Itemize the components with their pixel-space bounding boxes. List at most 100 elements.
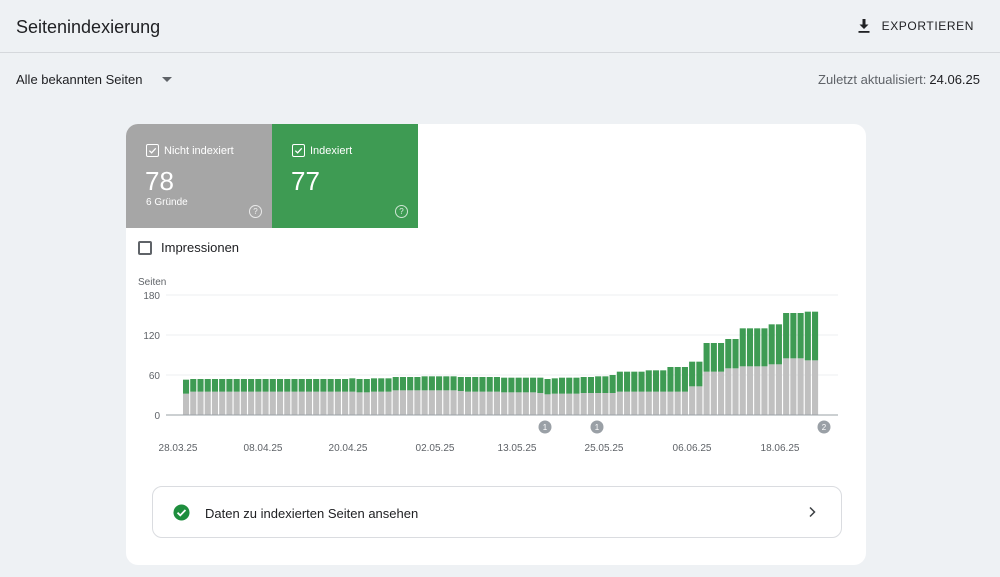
- bar-indexed: [638, 371, 645, 392]
- bar-not-indexed: [450, 390, 457, 415]
- checkbox-checked-icon[interactable]: [146, 144, 159, 157]
- bar-indexed: [428, 376, 435, 391]
- bar-not-indexed: [428, 390, 435, 415]
- bar-not-indexed: [370, 391, 378, 415]
- help-icon[interactable]: ?: [249, 205, 262, 218]
- bar-indexed: [652, 370, 660, 392]
- bar-not-indexed: [269, 391, 276, 415]
- bar-not-indexed: [609, 393, 616, 415]
- impressions-checkbox[interactable]: [138, 240, 152, 255]
- bar-indexed: [334, 379, 341, 392]
- bar-not-indexed: [262, 391, 269, 415]
- help-icon[interactable]: ?: [395, 205, 408, 218]
- bar-not-indexed: [515, 392, 522, 415]
- bar-indexed: [602, 376, 609, 393]
- page-title: Seitenindexierung: [16, 17, 161, 37]
- tile-indexed-value: 77: [291, 166, 320, 196]
- x-tick-label: 20.04.25: [329, 443, 368, 454]
- bar-not-indexed: [407, 390, 414, 415]
- impressions-toggle[interactable]: Impressionen: [138, 240, 239, 255]
- bar-not-indexed: [356, 392, 363, 415]
- tile-indexed[interactable]: Indexiert 77 ?: [272, 124, 418, 228]
- checkbox-checked-icon[interactable]: [292, 144, 305, 157]
- indexing-card: Nicht indexiert 78 6 Gründe ? Indexiert …: [126, 124, 866, 565]
- bar-indexed: [718, 343, 725, 372]
- bar-indexed: [204, 379, 211, 392]
- bar-indexed: [544, 379, 551, 395]
- bar-indexed: [262, 379, 269, 392]
- bar-indexed: [515, 377, 522, 393]
- bar-not-indexed: [558, 393, 566, 415]
- bar-indexed: [183, 379, 190, 394]
- bar-indexed: [710, 343, 717, 372]
- bar-indexed: [725, 339, 732, 369]
- bar-not-indexed: [327, 391, 334, 415]
- bar-not-indexed: [573, 393, 580, 415]
- page-filter-dropdown[interactable]: Alle bekannten Seiten: [16, 72, 173, 87]
- bar-not-indexed: [660, 391, 667, 415]
- bar-not-indexed: [183, 393, 190, 415]
- bar-indexed: [349, 378, 356, 392]
- bar-not-indexed: [464, 391, 472, 415]
- bar-not-indexed: [255, 391, 262, 415]
- bar-indexed: [580, 377, 587, 393]
- check-circle-icon: [173, 504, 190, 521]
- bar-not-indexed: [696, 386, 703, 415]
- view-indexed-pages-link[interactable]: Daten zu indexierten Seiten ansehen: [152, 486, 842, 538]
- bar-indexed: [421, 376, 428, 391]
- bar-not-indexed: [233, 391, 240, 415]
- y-tick-label: 60: [149, 371, 161, 382]
- bar-indexed: [681, 367, 688, 392]
- bar-not-indexed: [754, 366, 761, 415]
- bar-not-indexed: [804, 360, 811, 415]
- bar-indexed: [363, 379, 370, 393]
- tile-not-indexed-header: Nicht indexiert: [146, 144, 234, 157]
- bar-indexed: [558, 377, 566, 394]
- bar-indexed: [457, 377, 464, 391]
- bar-not-indexed: [349, 391, 356, 415]
- bar-indexed: [667, 367, 674, 392]
- bar-indexed: [450, 376, 457, 391]
- bar-not-indexed: [681, 391, 688, 415]
- bar-not-indexed: [320, 391, 327, 415]
- bar-not-indexed: [718, 371, 725, 415]
- export-button[interactable]: EXPORTIEREN: [856, 14, 974, 38]
- bar-not-indexed: [284, 391, 291, 415]
- bar-not-indexed: [537, 393, 544, 415]
- bar-not-indexed: [624, 391, 631, 415]
- bar-not-indexed: [486, 391, 493, 415]
- bar-not-indexed: [725, 368, 732, 415]
- bar-indexed: [370, 378, 378, 392]
- bar-indexed: [356, 379, 363, 393]
- bar-indexed: [812, 311, 819, 361]
- bar-indexed: [472, 377, 479, 392]
- bar-indexed: [320, 379, 327, 392]
- bar-not-indexed: [385, 391, 392, 415]
- bar-indexed: [761, 328, 768, 367]
- bar-not-indexed: [667, 391, 674, 415]
- bar-not-indexed: [746, 366, 754, 415]
- bar-indexed: [696, 361, 703, 387]
- bar-indexed: [269, 379, 276, 392]
- bar-indexed: [493, 377, 500, 392]
- bar-not-indexed: [580, 393, 587, 415]
- bar-not-indexed: [732, 368, 739, 415]
- y-tick-label: 180: [143, 291, 160, 302]
- bar-indexed: [298, 379, 305, 392]
- bar-not-indexed: [421, 390, 428, 415]
- bar-not-indexed: [566, 393, 573, 415]
- bar-not-indexed: [197, 391, 204, 415]
- bar-indexed: [616, 371, 623, 392]
- bar-indexed: [378, 378, 385, 392]
- bar-not-indexed: [638, 391, 645, 415]
- y-tick-label: 0: [154, 411, 160, 422]
- bar-indexed: [342, 379, 349, 392]
- tile-not-indexed[interactable]: Nicht indexiert 78 6 Gründe ?: [126, 124, 272, 228]
- x-tick-label: 08.04.25: [244, 443, 283, 454]
- bar-indexed: [508, 377, 515, 393]
- bar-indexed: [573, 377, 580, 394]
- bar-indexed: [775, 324, 782, 365]
- bar-indexed: [436, 376, 443, 391]
- bar-indexed: [211, 379, 219, 392]
- bar-not-indexed: [190, 391, 197, 415]
